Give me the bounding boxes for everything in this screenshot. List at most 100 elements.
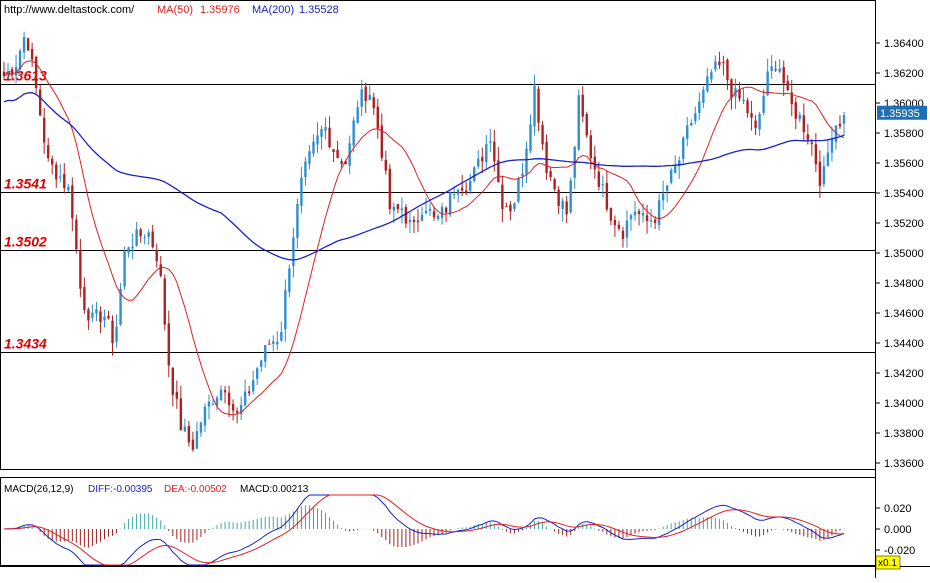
candle-188 <box>758 111 761 136</box>
candle-134 <box>541 120 544 151</box>
ma200-label: MA(200) <box>252 4 294 16</box>
candle-67 <box>272 335 275 352</box>
candle-70 <box>284 279 287 342</box>
candle-146 <box>589 129 592 170</box>
candle-130 <box>525 141 528 183</box>
price-axis: 1.364001.362001.360001.358001.356001.354… <box>875 38 924 470</box>
candle-19 <box>79 238 82 298</box>
candle-100 <box>404 204 408 229</box>
candle-119 <box>481 147 484 173</box>
candle-208 <box>838 115 842 129</box>
candle-179 <box>722 55 725 76</box>
candle-193 <box>778 59 781 74</box>
candle-137 <box>553 177 556 192</box>
candle-131 <box>529 114 532 154</box>
candle-76 <box>308 145 311 169</box>
macd-tick-label-1: 0.000 <box>884 524 912 536</box>
candle-74 <box>300 166 303 214</box>
candle-144 <box>581 86 584 123</box>
candle-185 <box>746 97 749 118</box>
candle-39 <box>159 255 162 278</box>
candle-177 <box>714 55 717 72</box>
price-tick-label-11: 1.34200 <box>884 368 924 380</box>
candle-192 <box>774 60 777 73</box>
candle-23 <box>95 301 98 322</box>
candle-113 <box>456 188 460 203</box>
candle-197 <box>794 97 797 130</box>
candle-194 <box>782 60 785 97</box>
candle-175 <box>706 68 709 94</box>
candle-32 <box>131 233 134 260</box>
price-tick-label-4: 1.35600 <box>884 158 924 170</box>
candle-157 <box>633 200 637 221</box>
candle-165 <box>665 185 669 203</box>
candle-162 <box>653 216 657 230</box>
candle-196 <box>790 80 793 117</box>
candle-42 <box>171 367 175 407</box>
candle-105 <box>424 197 428 215</box>
ma200-line <box>3 92 845 261</box>
candle-40 <box>163 274 166 331</box>
candle-8 <box>34 55 38 94</box>
candle-107 <box>432 206 436 221</box>
macd-tick-label-2: -0.020 <box>884 545 915 557</box>
candle-156 <box>629 213 633 231</box>
macd-panel: 0.020 0.000 -0.020 <box>3 494 915 566</box>
candle-65 <box>264 345 267 368</box>
price-tick-label-1: 1.36200 <box>884 68 924 80</box>
candle-116 <box>469 173 472 195</box>
candle-24 <box>99 306 102 334</box>
candle-68 <box>276 331 279 351</box>
level-label-3: 1.3434 <box>4 336 47 352</box>
candle-94 <box>380 113 383 161</box>
ma50-value: 1.35976 <box>200 4 240 16</box>
candle-132 <box>533 74 536 136</box>
candle-89 <box>360 79 363 117</box>
candle-181 <box>730 78 733 110</box>
candle-63 <box>256 366 259 386</box>
candle-108 <box>436 213 440 221</box>
candle-195 <box>786 75 789 91</box>
candle-46 <box>187 420 191 447</box>
candle-92 <box>372 92 375 116</box>
candle-0 <box>2 61 6 81</box>
candle-38 <box>155 243 158 268</box>
candle-103 <box>416 209 420 233</box>
candle-96 <box>388 164 392 215</box>
candle-82 <box>332 149 335 163</box>
candle-80 <box>324 117 327 140</box>
candle-44 <box>179 385 183 431</box>
candle-47 <box>191 431 195 452</box>
candle-9 <box>38 84 42 116</box>
candle-33 <box>135 221 138 247</box>
price-tick-label-14: 1.33600 <box>884 458 924 470</box>
price-tick-label-3: 1.35800 <box>884 128 924 140</box>
candle-25 <box>103 309 106 328</box>
level-label-1: 1.3541 <box>4 176 47 192</box>
macd-scale-badge-bg <box>875 555 901 570</box>
candle-186 <box>750 100 753 131</box>
candle-122 <box>493 129 496 172</box>
candle-27 <box>111 315 114 356</box>
candle-133 <box>537 86 540 132</box>
candle-31 <box>127 246 130 258</box>
candle-72 <box>292 228 295 278</box>
candle-145 <box>585 111 588 138</box>
ma200-value: 1.35528 <box>299 4 339 16</box>
candle-57 <box>231 399 235 421</box>
candle-148 <box>597 161 601 191</box>
candle-62 <box>251 370 255 395</box>
candle-115 <box>465 182 468 196</box>
candle-97 <box>392 202 396 224</box>
candle-11 <box>47 137 50 162</box>
level-label-2: 1.3502 <box>4 234 47 250</box>
ma50-label: MA(50) <box>157 4 193 16</box>
candle-128 <box>517 176 520 204</box>
candle-49 <box>199 421 203 438</box>
candle-127 <box>513 202 516 212</box>
candle-150 <box>605 170 609 212</box>
candle-126 <box>509 201 512 221</box>
candle-64 <box>260 359 263 373</box>
